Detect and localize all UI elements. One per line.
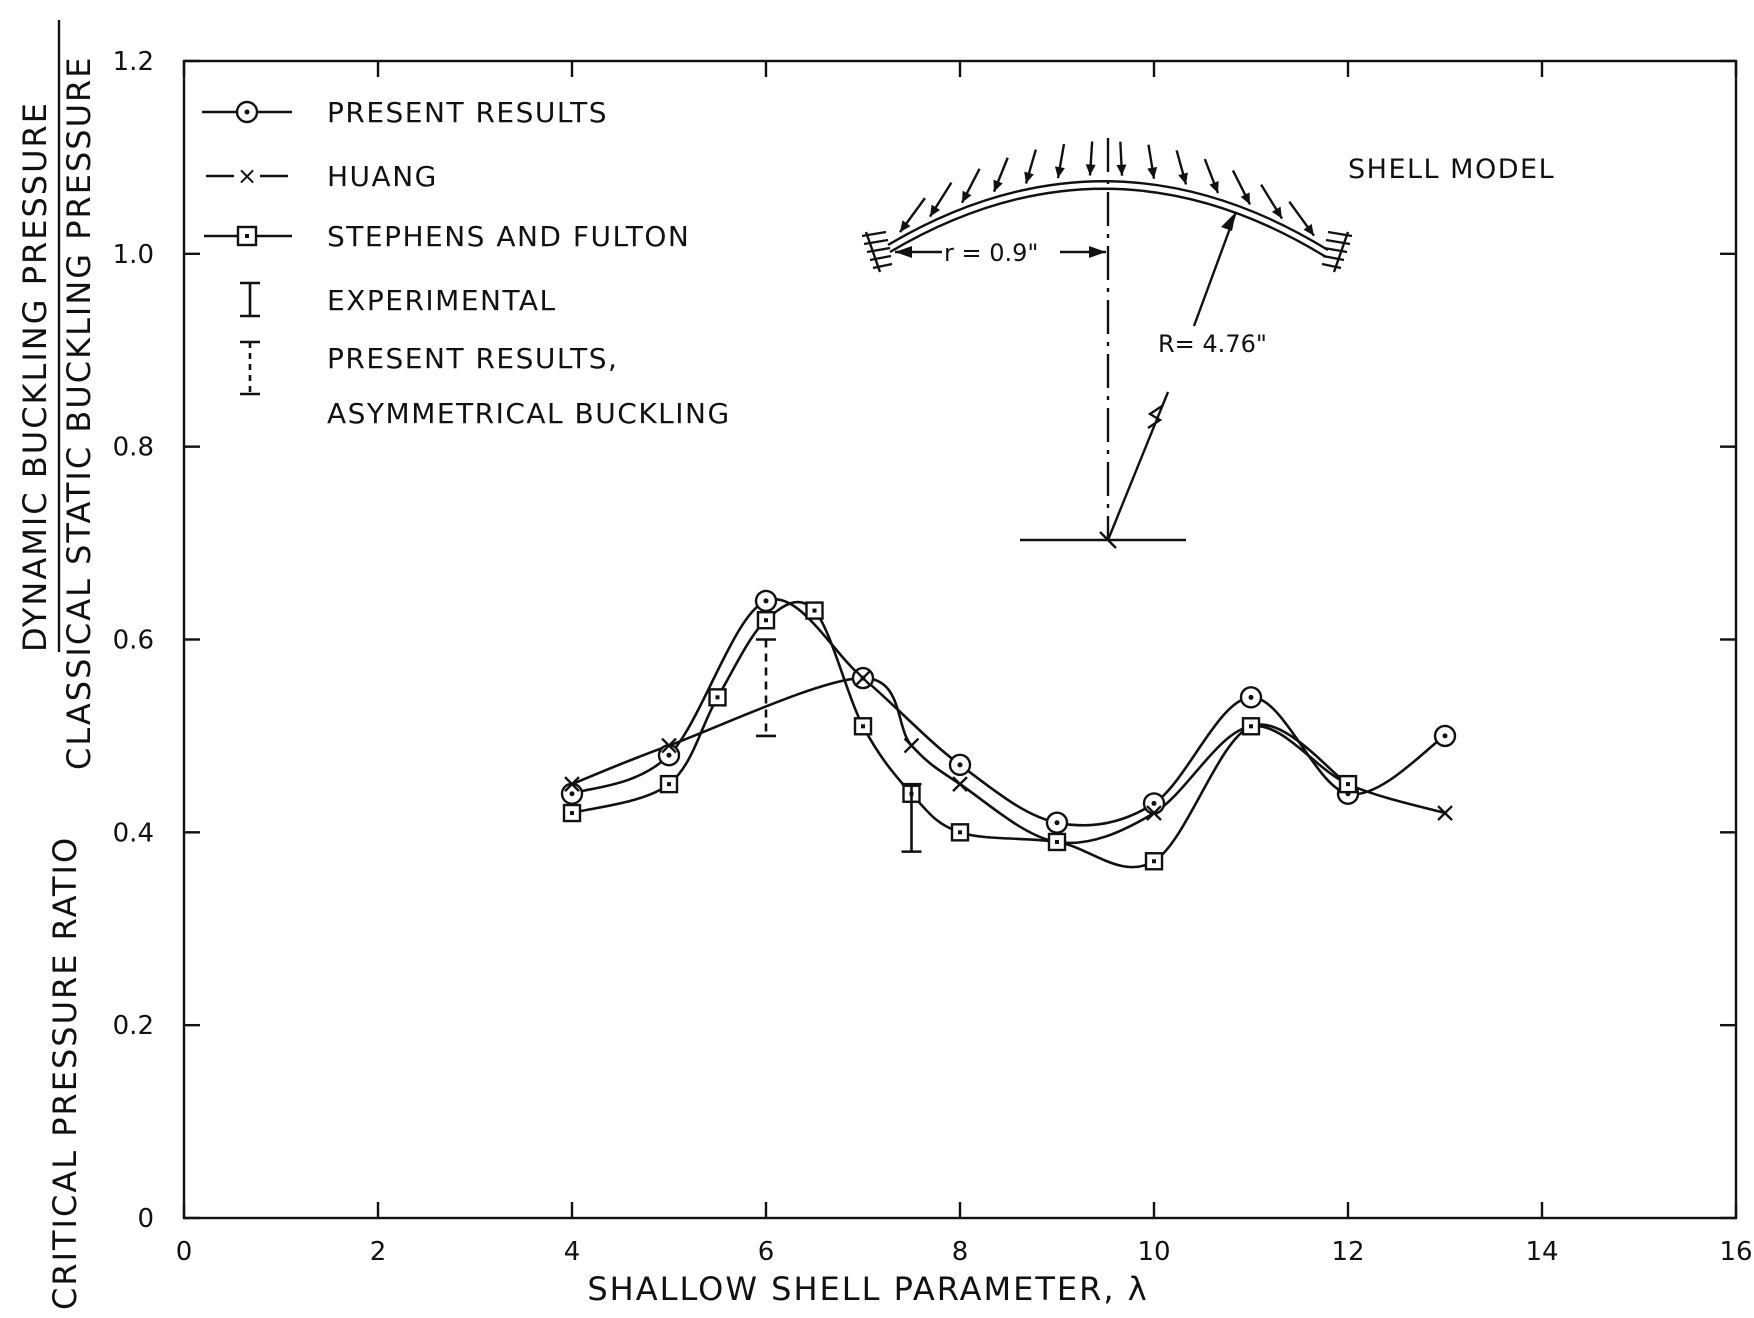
point-huang-stroke xyxy=(903,737,920,754)
point-huang-stroke xyxy=(1146,805,1162,821)
pressure-arrow-head xyxy=(900,220,911,233)
point-huang-stroke xyxy=(564,776,580,792)
error-bars xyxy=(756,638,922,853)
series-line-2 xyxy=(571,600,1349,869)
legend-marker-circle-dot xyxy=(244,109,250,115)
point-present-results-dot xyxy=(763,598,769,604)
x-tick-label: 4 xyxy=(564,1237,581,1267)
y-axis-title-numerator: DYNAMIC BUCKLING PRESSURE xyxy=(16,101,54,652)
point-huang-stroke xyxy=(1437,805,1453,821)
r-label: r = 0.9" xyxy=(944,239,1038,267)
x-tick-label: 0 xyxy=(176,1237,193,1267)
point-stephens-fulton-dot xyxy=(1249,724,1253,729)
R-break-symbol xyxy=(1147,405,1163,429)
legend-item-asymmetrical: PRESENT RESULTS, ASYMMETRICAL BUCKLING xyxy=(240,340,731,430)
R-arrow xyxy=(1221,212,1236,231)
y-tick-label: 1.2 xyxy=(113,47,154,77)
point-stephens-fulton-dot xyxy=(1055,839,1059,844)
x-tick-label: 10 xyxy=(1137,1237,1170,1267)
y-tick-label: 1.0 xyxy=(113,240,154,270)
point-huang-stroke xyxy=(855,670,871,686)
point-huang-stroke xyxy=(952,776,968,792)
x-tick-label: 6 xyxy=(758,1237,775,1267)
pressure-arrows xyxy=(899,141,1315,237)
x-axis-title: SHALLOW SHELL PARAMETER, λ xyxy=(587,1270,1148,1308)
shell-arc-inner xyxy=(889,187,1327,259)
point-present-results-dot xyxy=(957,762,963,768)
y-tick-label: 0 xyxy=(137,1204,154,1234)
legend-item-experimental: EXPERIMENTAL xyxy=(240,281,557,318)
R-dimension-upper xyxy=(1192,211,1238,327)
point-stephens-fulton-dot xyxy=(764,618,768,623)
pressure-arrow-head xyxy=(1085,164,1096,176)
legend-label-line2: ASYMMETRICAL BUCKLING xyxy=(327,397,731,430)
series-line-1 xyxy=(571,676,1446,845)
pressure-arrow-head xyxy=(962,190,972,203)
x-tick-label: 14 xyxy=(1525,1237,1558,1267)
point-stephens-fulton-dot xyxy=(958,830,962,835)
pressure-arrow-head xyxy=(1178,172,1188,185)
shell-model-title: SHELL MODEL xyxy=(1348,154,1555,185)
point-stephens-fulton-dot xyxy=(812,608,817,613)
series-line-0 xyxy=(571,597,1446,827)
x-tick-label: 8 xyxy=(952,1237,969,1267)
y-tick-label: 0.4 xyxy=(113,818,154,848)
pressure-arrow-head xyxy=(1271,206,1282,219)
pressure-arrow-head xyxy=(1116,164,1127,176)
y-tick-label: 0.8 xyxy=(113,433,154,463)
y-tick-label: 0.6 xyxy=(113,626,154,656)
point-present-results-dot xyxy=(1151,800,1157,806)
legend-label: PRESENT RESULTS xyxy=(327,96,608,129)
pressure-arrow-head xyxy=(1147,167,1158,179)
pressure-arrow-head xyxy=(1024,171,1034,184)
series-curves xyxy=(571,597,1446,869)
point-stephens-fulton-dot xyxy=(861,724,865,729)
pressure-arrow-head xyxy=(1240,192,1250,205)
legend-label: EXPERIMENTAL xyxy=(327,284,557,317)
pressure-arrow-head xyxy=(1054,166,1065,179)
x-tick-label: 2 xyxy=(370,1237,387,1267)
point-stephens-fulton-dot xyxy=(715,695,720,700)
pressure-arrow-head xyxy=(1209,180,1219,194)
legend: PRESENT RESULTS × HUANG STEPHENS AND FUL… xyxy=(202,96,731,430)
x-tick-label: 12 xyxy=(1331,1237,1364,1267)
legend-label: HUANG xyxy=(327,160,438,193)
right-support-hatch xyxy=(1321,230,1353,273)
axis-tick-labels: 0 2 4 6 8 10 12 14 16 0 0.2 0.4 0.6 0.8 1.0 1.2 xyxy=(113,47,1753,1267)
point-huang-stroke xyxy=(661,737,677,754)
legend-item-huang: × HUANG xyxy=(206,160,438,193)
point-stephens-fulton-dot xyxy=(570,811,574,816)
legend-item-present-results: PRESENT RESULTS xyxy=(202,96,608,129)
point-present-results-dot xyxy=(1442,733,1448,739)
y-axis-title-prefix: CRITICAL PRESSURE RATIO xyxy=(46,836,84,1310)
point-present-results-dot xyxy=(1248,694,1254,700)
pressure-arrow-head xyxy=(993,179,1003,192)
axis-ticks xyxy=(182,59,1738,1220)
y-axis-title-denominator: CLASSICAL STATIC BUCKLING PRESSURE xyxy=(60,56,98,771)
point-stephens-fulton-dot xyxy=(667,782,671,787)
y-tick-label: 0.2 xyxy=(113,1011,154,1041)
point-present-results-dot xyxy=(1054,820,1060,826)
R-dimension-lower xyxy=(1106,391,1170,541)
point-present-results-dot xyxy=(666,752,672,758)
series-markers xyxy=(560,589,1457,871)
legend-label: PRESENT RESULTS, xyxy=(327,342,618,375)
legend-marker-square-dot xyxy=(245,234,249,238)
r-arrow-left xyxy=(895,246,912,258)
pressure-arrow-head xyxy=(930,204,941,217)
legend-item-stephens-fulton: STEPHENS AND FULTON xyxy=(204,220,690,253)
point-stephens-fulton-dot xyxy=(1152,859,1156,864)
R-label: R= 4.76" xyxy=(1158,330,1267,358)
point-present-results-dot xyxy=(569,791,575,797)
legend-marker-x: × xyxy=(237,162,257,190)
pressure-arrow-head xyxy=(1303,223,1314,236)
r-arrow-right xyxy=(1089,246,1106,258)
point-stephens-fulton-dot xyxy=(1346,782,1350,787)
shell-model-inset: SHELL MODEL r = 0.9" xyxy=(861,138,1555,549)
legend-label: STEPHENS AND FULTON xyxy=(327,220,690,253)
x-tick-label: 16 xyxy=(1719,1237,1752,1267)
left-support-hatch xyxy=(861,230,893,273)
